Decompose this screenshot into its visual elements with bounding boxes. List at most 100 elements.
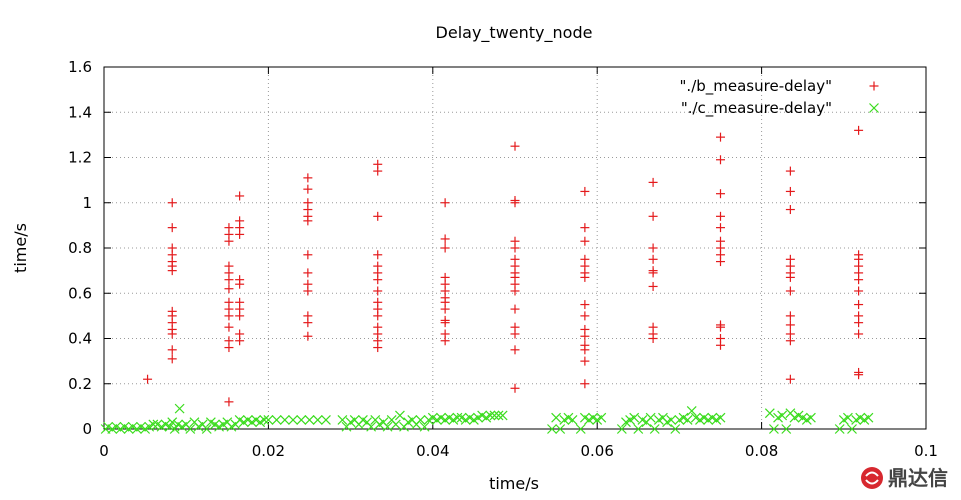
data-point <box>167 345 177 355</box>
data-point <box>666 415 677 425</box>
data-point <box>769 424 779 434</box>
data-point <box>510 329 520 339</box>
data-point <box>373 286 383 296</box>
data-point <box>616 424 627 434</box>
data-point <box>649 424 660 434</box>
data-point <box>551 412 562 423</box>
y-tick-label: 0.2 <box>68 375 92 393</box>
y-tick-label: 1 <box>82 194 92 212</box>
data-point <box>224 284 234 294</box>
data-point <box>167 329 177 339</box>
data-point <box>303 216 313 226</box>
data-point <box>303 184 313 194</box>
data-point <box>390 419 401 430</box>
data-point <box>164 421 175 432</box>
legend-marker-glyph <box>869 81 879 91</box>
data-point <box>224 275 234 285</box>
data-point <box>716 340 725 350</box>
data-point <box>510 243 520 253</box>
data-point <box>580 345 590 355</box>
data-point <box>785 286 795 296</box>
data-point <box>716 132 725 142</box>
data-point <box>497 410 508 421</box>
data-point <box>805 412 816 423</box>
x-tick-label: 0.08 <box>745 442 778 460</box>
data-point <box>716 155 725 165</box>
data-point <box>337 415 348 425</box>
data-point <box>785 272 795 282</box>
data-point <box>633 424 644 434</box>
data-point <box>167 198 177 208</box>
data-point <box>373 275 383 285</box>
data-point <box>785 336 795 346</box>
data-point <box>224 397 234 407</box>
data-point <box>303 250 313 260</box>
data-point <box>629 412 640 423</box>
chart-title: Delay_twenty_node <box>436 23 593 43</box>
data-point <box>785 186 795 196</box>
data-point <box>648 254 658 264</box>
legend-label-b-measure-delay: "./b_measure-delay" <box>680 77 832 96</box>
data-point <box>785 311 795 321</box>
data-point <box>648 243 658 253</box>
data-point <box>303 286 313 296</box>
data-point <box>648 268 658 278</box>
data-point <box>580 272 590 282</box>
data-point <box>235 336 245 346</box>
data-point <box>235 311 245 321</box>
data-point <box>580 379 590 389</box>
data-point <box>834 424 845 434</box>
watermark: 鼎达信 <box>861 466 948 490</box>
logo-icon-glyph <box>865 471 879 485</box>
y-tick-label: 1.4 <box>68 103 92 121</box>
data-point <box>279 415 290 425</box>
data-point <box>288 415 298 425</box>
data-point <box>686 405 697 416</box>
data-point <box>303 268 313 278</box>
data-point <box>777 410 788 421</box>
grid-lines <box>104 67 926 429</box>
legend-marker-cross <box>869 103 879 113</box>
data-point <box>174 403 185 414</box>
data-point <box>580 356 590 366</box>
data-point <box>648 177 658 187</box>
data-point <box>235 191 245 201</box>
data-point <box>510 286 520 296</box>
data-point <box>303 331 313 341</box>
data-point <box>303 318 313 328</box>
data-point <box>296 415 307 425</box>
data-point <box>373 211 383 221</box>
data-point <box>167 354 177 364</box>
data-point <box>224 311 234 321</box>
data-point <box>271 415 282 425</box>
data-point <box>489 410 500 421</box>
data-point <box>312 415 323 425</box>
data-point <box>854 125 864 135</box>
watermark-text: 鼎达信 <box>888 466 948 490</box>
data-point <box>263 415 274 425</box>
y-tick-label: 0 <box>82 420 92 438</box>
y-tick-label: 0.6 <box>68 284 92 302</box>
data-point <box>648 211 658 221</box>
data-point <box>510 304 520 314</box>
data-point <box>854 370 864 380</box>
data-point <box>785 166 795 176</box>
legend-label-c-measure-delay: "./c_measure-delay" <box>681 99 832 118</box>
data-point <box>781 424 792 434</box>
y-tick-label: 0.4 <box>68 330 92 348</box>
data-point <box>224 322 234 332</box>
data-point <box>785 374 795 384</box>
y-tick-label: 0.8 <box>68 239 92 257</box>
data-point <box>854 329 864 339</box>
data-point <box>373 311 383 321</box>
data-point <box>373 343 383 353</box>
data-point <box>143 374 153 384</box>
data-point <box>648 281 658 291</box>
data-point <box>373 166 383 176</box>
data-point <box>580 223 590 233</box>
legend-marker-plus <box>869 81 879 91</box>
data-point <box>510 141 520 151</box>
data-point <box>716 189 725 199</box>
x-axis-title: time/s <box>489 474 539 493</box>
